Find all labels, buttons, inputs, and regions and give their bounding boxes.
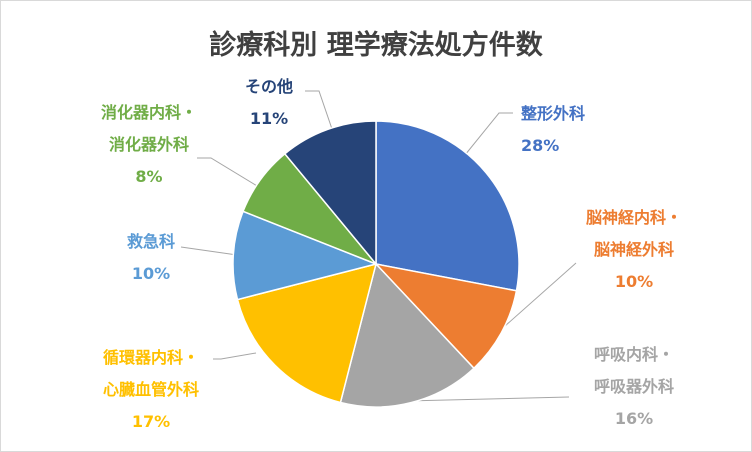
pie-slice [236,262,378,404]
slice-category-label: 循環器内科・ [103,348,199,367]
slice-percent-label: 16% [615,409,653,428]
slice-category-label: 消化器外科 [109,135,189,154]
slice-category-label: 救急科 [127,232,175,251]
pie-slice [339,262,475,408]
slice-label: 循環器内科・心臓血管外科 17% [103,348,199,431]
slice-percent-label: 10% [615,272,653,291]
slice-category-label: 脳神経外科 [594,240,674,259]
slice-label: その他 11% [245,77,293,128]
pie-slice [375,120,520,292]
chart-title: 診療科別 理学療法処方件数 [209,30,543,61]
slice-label: 呼吸内科・呼吸器外科 16% [594,345,674,428]
leader-line [305,90,333,130]
slice-category-label: 呼吸器外科 [594,377,674,396]
slice-label: 脳神経内科・脳神経外科 10% [586,208,682,291]
slice-category-label: 消化器内科・ [101,103,197,122]
slice-category-label: その他 [245,77,293,96]
slice-percent-label: 8% [135,167,162,186]
leader-line [464,112,513,156]
leader-line [180,246,238,256]
leader-line [213,352,257,360]
slice-category-label: 呼吸内科・ [594,345,674,364]
slice-category-label: 心臓血管外科 [103,380,199,399]
slice-label: 救急科 10% [127,232,175,283]
slice-percent-label: 11% [250,109,288,128]
slice-category-label: 脳神経内科・ [586,208,682,227]
slice-label: 消化器内科・消化器外科 8% [101,103,197,186]
slice-percent-label: 10% [132,264,170,283]
slice-label: 整形外科 28% [520,104,585,155]
pie-slice [232,210,379,301]
slice-percent-label: 28% [521,136,559,155]
pie-slice [373,262,518,370]
pie-slice [283,120,377,267]
slice-percent-label: 17% [132,412,170,431]
leader-line [405,396,570,402]
slice-category-label: 整形外科 [520,104,585,123]
leader-line [197,157,268,193]
